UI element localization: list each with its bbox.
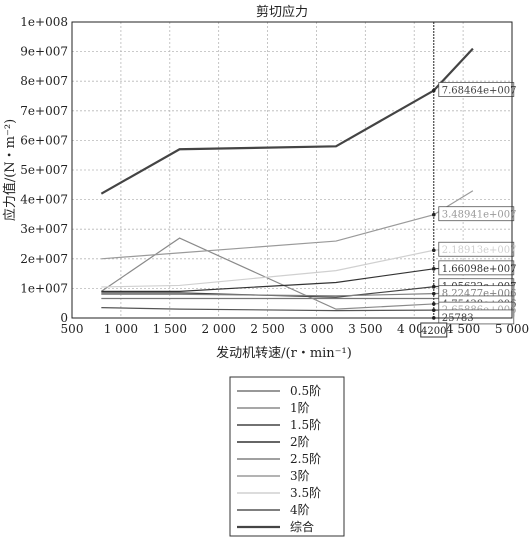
cursor-readout-label: 3.48941e+007 [442,210,517,221]
y-tick-label: 6e+007 [20,133,68,147]
legend-label: 3.5阶 [290,486,321,500]
cursor-readout-label: 7.68464e+007 [442,86,517,97]
y-tick-label: 8e+007 [20,74,68,88]
cursor-point [432,248,436,252]
y-tick-label: 1e+008 [20,15,68,29]
series-line [101,191,473,259]
legend-box [230,377,344,536]
y-tick-label: 9e+007 [20,45,68,59]
legend-label: 2.5阶 [290,452,321,466]
cursor-point [432,285,436,289]
y-tick-label: 1e+007 [20,281,68,295]
legend-label: 综合 [290,519,314,534]
x-tick-label: 3 000 [299,322,333,336]
legend-label: 4阶 [290,503,310,517]
legend-label: 2阶 [290,435,310,449]
legend-label: 1.5阶 [290,418,321,432]
y-tick-label: 0 [60,311,68,325]
y-tick-label: 4e+007 [20,193,68,207]
legend-label: 3阶 [290,469,310,483]
x-tick-label: 1 000 [104,322,138,336]
cursor-readout-label: 1.66098e+007 [442,264,517,275]
x-tick-label: 3 500 [348,322,382,336]
y-tick-label: 2e+007 [20,252,68,266]
legend-label: 0.5阶 [290,384,321,398]
cursor-x-label: 4200 [421,326,446,337]
x-tick-label: 1 500 [153,322,187,336]
x-axis-label: 发动机转速/(r・min⁻¹) [216,345,352,361]
y-tick-label: 3e+007 [20,222,68,236]
chart-title: 剪切应力 [256,4,308,20]
y-axis-label: 应力值/(N・m⁻²) [2,119,18,221]
series-line [101,308,473,311]
cursor-point [432,213,436,217]
series-line [101,49,473,194]
y-tick-label: 7e+007 [20,104,68,118]
cursor-point [432,89,436,93]
cursor-readout-label: 2.18913e+007 [442,245,517,256]
x-tick-label: 2 500 [250,322,284,336]
cursor-point [432,302,436,306]
cursor-point [432,308,436,312]
y-tick-label: 5e+007 [20,163,68,177]
cursor-point [432,267,436,271]
series-lines [101,49,473,311]
series-line [101,266,473,291]
cursor-point [432,292,436,296]
data-cursor[interactable]: 7.68464e+007 3.48941e+007 2.18913e+007 1.66… [421,22,517,337]
legend-label: 1阶 [290,401,310,415]
x-tick-label: 2 000 [201,322,235,336]
